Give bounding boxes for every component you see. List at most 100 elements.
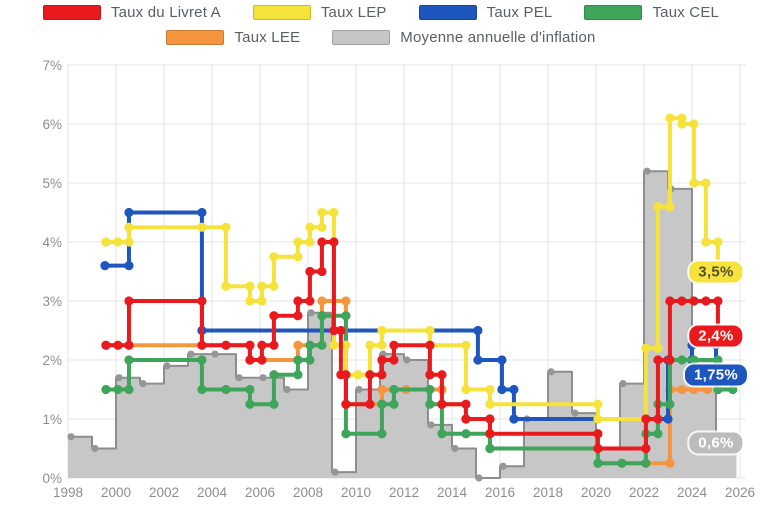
x-axis-ticks: 1998 2000 2002 2004 2006 2008 2010 2012 2014 2016…: [53, 485, 755, 500]
inflation-dot: [643, 167, 651, 175]
data-point: [113, 237, 123, 247]
data-point: [663, 414, 673, 424]
data-point: [336, 325, 346, 336]
legend-label-cel: Taux CEL: [652, 4, 720, 21]
legend-swatch-cel: [584, 5, 643, 20]
data-point: [617, 458, 627, 468]
data-point: [425, 399, 435, 409]
legend-label-pel: Taux PEL: [486, 4, 553, 21]
data-point: [341, 340, 351, 350]
data-point: [425, 325, 435, 336]
inflation-dot: [331, 468, 339, 476]
data-point: [641, 414, 651, 424]
data-point: [221, 384, 231, 395]
legend-item-lep: Taux LEP: [252, 4, 387, 21]
x-tick-label: 2020: [581, 485, 611, 500]
inflation-dot: [403, 356, 411, 364]
data-point: [197, 222, 207, 232]
data-point: [329, 237, 339, 247]
data-point: [485, 429, 495, 439]
data-point: [389, 399, 399, 409]
legend-label-lep: Taux LEP: [320, 4, 387, 21]
data-point: [257, 296, 267, 306]
data-point: [665, 296, 675, 306]
legend-row-2: Taux LEE Moyenne annuelle d'inflation: [157, 29, 604, 46]
data-point: [425, 370, 435, 380]
data-point: [689, 296, 699, 306]
data-point: [101, 237, 111, 247]
data-point: [124, 296, 134, 306]
x-tick-label: 2012: [389, 485, 419, 500]
data-point: [665, 355, 675, 365]
data-point: [677, 355, 687, 365]
data-point: [124, 261, 134, 271]
data-point: [701, 237, 711, 247]
data-point: [197, 384, 207, 395]
y-tick-label: 5%: [42, 176, 62, 191]
data-point: [653, 343, 663, 353]
data-point: [689, 384, 699, 395]
data-point: [437, 399, 447, 409]
data-point: [269, 311, 279, 321]
x-tick-label: 2016: [485, 485, 515, 500]
data-point: [257, 281, 267, 291]
data-point: [197, 296, 207, 306]
legend-item-pel: Taux PEL: [418, 4, 553, 21]
data-point: [389, 384, 399, 395]
data-point: [245, 296, 255, 306]
data-point: [293, 340, 303, 350]
callout-livret-a-final: 2,4%: [689, 325, 743, 347]
data-point: [329, 340, 339, 350]
data-point: [293, 355, 303, 365]
inflation-dot: [283, 385, 291, 394]
legend-swatch-lee: [166, 30, 225, 45]
data-point: [113, 384, 123, 395]
y-tick-label: 7%: [42, 58, 62, 73]
data-point: [509, 414, 519, 424]
data-point: [101, 340, 111, 350]
data-point: [377, 399, 387, 409]
inflation-dot: [235, 374, 243, 382]
series-inflation-area: [67, 167, 737, 482]
inflation-dot: [139, 380, 147, 388]
inflation-dot: [427, 421, 435, 429]
legend-row-1: Taux du Livret A Taux LEP Taux PEL Taux CEL: [34, 4, 728, 21]
data-point: [665, 113, 675, 123]
data-point: [593, 399, 603, 409]
legend-item-lee: Taux LEE: [166, 29, 300, 46]
data-point: [197, 340, 207, 350]
data-point: [293, 252, 303, 262]
data-point: [713, 296, 723, 306]
inflation-dot: [67, 433, 75, 441]
data-point: [245, 340, 255, 350]
legend-label-livret-a: Taux du Livret A: [110, 4, 221, 21]
data-point: [593, 458, 603, 468]
data-point: [461, 414, 471, 424]
data-point: [341, 296, 351, 306]
x-tick-label: 2000: [101, 485, 131, 500]
callout-lep-final: 3,5%: [689, 261, 743, 282]
data-point: [124, 384, 134, 395]
data-point: [665, 458, 675, 468]
data-point: [485, 443, 495, 454]
data-point: [701, 178, 711, 188]
series-taux-du-livret-a: [101, 237, 738, 454]
data-point: [113, 340, 123, 350]
data-point: [485, 399, 495, 409]
data-point: [221, 281, 231, 291]
data-point: [689, 178, 699, 188]
data-point: [124, 237, 134, 247]
data-point: [317, 207, 327, 218]
callout-pel-final: 1,75%: [684, 364, 748, 386]
data-point: [305, 237, 315, 247]
data-point: [677, 296, 687, 306]
data-point: [425, 384, 435, 395]
x-tick-label: 2014: [437, 485, 468, 500]
data-point: [293, 296, 303, 306]
inflation-dot: [211, 350, 219, 358]
x-tick-label: 2026: [725, 485, 755, 500]
legend-item-cel: Taux CEL: [584, 4, 719, 21]
data-point: [377, 384, 387, 395]
series-taux-cel: [101, 311, 738, 468]
data-point: [269, 252, 279, 262]
